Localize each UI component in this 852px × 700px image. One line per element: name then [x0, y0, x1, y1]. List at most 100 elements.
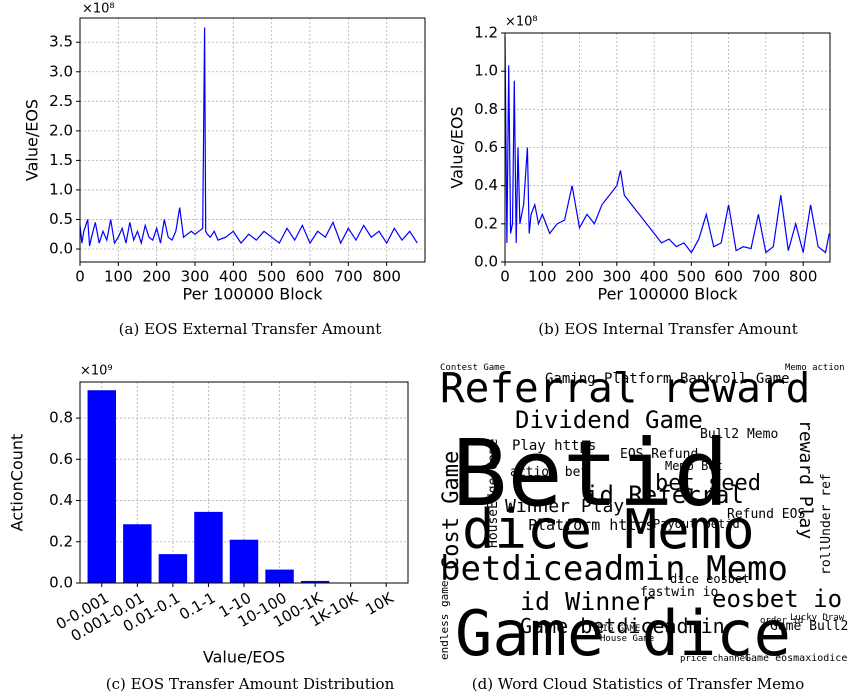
cloud-word: Gaming Platform	[545, 371, 671, 387]
x-tick-label: 800	[789, 268, 818, 286]
cloud-word: Referral reward	[440, 364, 810, 412]
cloud-word: Memo action	[785, 363, 845, 373]
x-tick-label: 300	[181, 268, 210, 286]
caption: (d) Word Cloud Statistics of Transfer Me…	[472, 675, 805, 693]
cloud-word: Payout betid	[653, 517, 740, 531]
cloud-word: rollUnder ref	[819, 473, 834, 575]
cloud-word: BIG GAME	[597, 624, 640, 634]
cloud-word: reward Play	[795, 420, 816, 539]
plot-frame	[504, 32, 831, 263]
bar	[300, 580, 330, 583]
x-tick-label: 200	[565, 268, 594, 286]
x-axis-label: Value/EOS	[203, 648, 285, 667]
x-tick-label: 300	[602, 268, 631, 286]
bar	[265, 569, 294, 583]
x-tick-label: 700	[752, 268, 781, 286]
cloud-word: dice eosbet	[670, 572, 749, 586]
y-tick-label: 1.0	[49, 180, 73, 198]
y-axis-label: Value/EOS	[23, 99, 42, 181]
cloud-word: betdiceadmin Memo	[440, 549, 788, 589]
cloud-word: Game dice	[455, 597, 791, 670]
x-tick-label: 600	[296, 268, 325, 286]
y-tick-label: 1.0	[474, 62, 498, 80]
cloud-word: Refund EOS	[727, 507, 805, 522]
y-tick-label: 0.6	[474, 138, 498, 156]
caption: (a) EOS External Transfer Amount	[119, 320, 382, 338]
cloud-word: id Referral	[585, 481, 744, 509]
cloud-word: Play https	[512, 438, 596, 454]
x-tick-label: 500	[677, 268, 706, 286]
bar	[229, 539, 259, 583]
y-tick-label: 1.2	[474, 24, 498, 42]
y-tick-label: 0.2	[49, 532, 73, 550]
x-tick-label: 600	[714, 268, 743, 286]
cloud-word: Betid	[452, 420, 729, 527]
cloud-word: order id	[760, 616, 803, 626]
y-tick-label: 0.4	[474, 176, 498, 194]
x-tick-label: 500	[257, 268, 286, 286]
cloud-word: Dividend Game	[515, 406, 703, 434]
x-tick-label: 400	[640, 268, 669, 286]
cloud-word: Memo Bet	[665, 459, 723, 473]
y-axis-label: Value/EOS	[448, 106, 467, 188]
x-tick-label: 0	[75, 268, 85, 286]
cloud-word: bet seed	[655, 471, 761, 496]
x-tick-label: 700	[334, 268, 363, 286]
bar	[123, 524, 152, 583]
y-tick-label: 0.6	[49, 450, 73, 468]
y-tick-label: 2.5	[49, 92, 73, 110]
bar	[158, 554, 188, 583]
y-offset-label: ×10⁸	[82, 2, 115, 17]
cloud-word: Lucky Draw	[790, 613, 845, 623]
plot-frame	[79, 381, 409, 584]
cloud-word: Cost Game	[439, 451, 464, 570]
cloud-word: dice Memo	[462, 498, 755, 561]
bar	[87, 390, 116, 583]
y-axis-label: ActionCount	[8, 434, 27, 532]
y-tick-label: 0.2	[474, 214, 498, 232]
x-axis-label: Per 100000 Block	[597, 285, 738, 304]
x-tick-label: 0.1-1	[176, 589, 219, 624]
data-line	[504, 36, 830, 254]
plot-frame	[79, 17, 426, 263]
cloud-word: House Game	[600, 634, 654, 644]
cloud-word: Bankroll Game	[680, 371, 790, 387]
x-tick-label: 0	[500, 268, 510, 286]
x-tick-label: 400	[219, 268, 248, 286]
y-tick-label: 2.0	[49, 121, 73, 139]
x-axis-label: Per 100000 Block	[182, 285, 323, 304]
cloud-word: Winner Play	[505, 496, 624, 517]
cloud-word: fastwin io	[640, 585, 718, 600]
y-offset-label: ×10⁹	[80, 364, 113, 379]
cloud-word: action bet	[510, 465, 588, 480]
cloud-word: Platform https	[528, 516, 654, 534]
cloud-word: price channel	[680, 654, 750, 664]
y-tick-label: 1.5	[49, 151, 73, 169]
cloud-word: endless game	[438, 581, 451, 660]
y-offset-label: ×10⁸	[505, 15, 538, 30]
y-tick-label: 0.8	[49, 409, 73, 427]
y-tick-label: 3.0	[49, 62, 73, 80]
x-tick-label: 800	[372, 268, 401, 286]
x-tick-label: 100	[104, 268, 133, 286]
caption: (b) EOS Internal Transfer Amount	[538, 320, 797, 338]
cloud-word: Game eosmaxiodice	[745, 653, 847, 664]
x-tick-label: 10K	[362, 588, 397, 619]
y-tick-label: 0.8	[474, 100, 498, 118]
cloud-word: Contest Game	[440, 363, 505, 373]
y-tick-label: 0.0	[49, 574, 73, 592]
cloud-word: eosbet io	[712, 585, 842, 613]
y-tick-label: 0.4	[49, 491, 73, 509]
cloud-word: Game Bull2	[770, 619, 848, 634]
y-tick-label: 3.5	[49, 33, 73, 51]
x-tick-label: 200	[142, 268, 171, 286]
data-line	[79, 27, 418, 247]
bar	[194, 511, 223, 583]
cloud-word: EOS Refund	[620, 447, 698, 462]
y-tick-label: 0.5	[49, 210, 73, 228]
y-tick-label: 0.0	[49, 240, 73, 258]
x-tick-label: 100	[528, 268, 557, 286]
